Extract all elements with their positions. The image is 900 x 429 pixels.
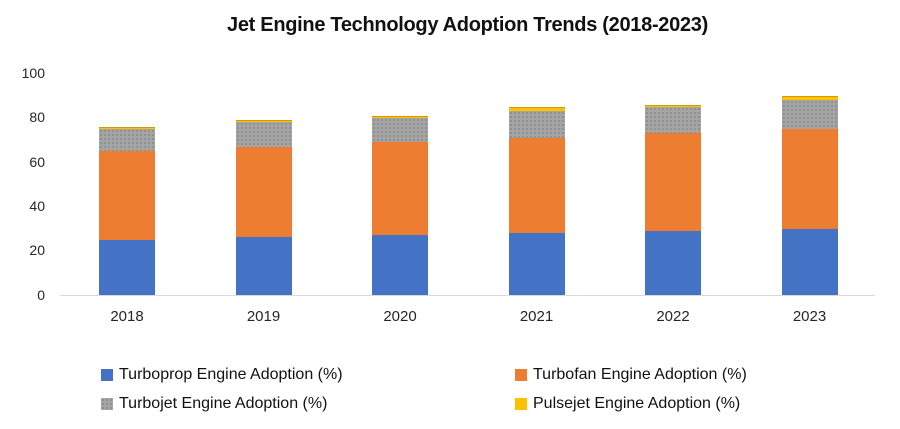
y-tick-label: 40 [29,197,45,214]
chart-title: Jet Engine Technology Adoption Trends (2… [227,14,708,36]
y-tick-label: 80 [29,109,45,126]
legend-item-turbojet: Turbojet Engine Adoption (%) [101,395,327,413]
bar-segment-turboprop [99,239,155,295]
legend-label: Turboprop Engine Adoption (%) [119,366,343,383]
bar-segment-pulsejet [99,126,155,129]
bar-2019 [235,120,292,295]
legend-label: Pulsejet Engine Adoption (%) [533,395,741,412]
bar-segment-pulsejet [508,106,565,112]
x-tick-label: 2020 [383,308,417,325]
bar-2018 [99,126,155,295]
y-tick-label: 20 [29,242,45,259]
bar-segment-turboprop [235,237,292,295]
bar-segment-pulsejet [645,104,701,107]
bar-2022 [645,104,701,295]
bar-segment-pulsejet [235,120,292,123]
legend-swatch-icon [515,398,527,410]
bar-segment-turbofan [372,142,428,236]
bar-2023 [781,95,838,295]
y-tick-label: 60 [29,153,45,170]
bar-segment-turboprop [645,230,701,295]
bar-segment-turbojet [235,122,292,147]
legend-item-turbofan: Turbofan Engine Adoption (%) [515,366,747,384]
x-tick-label: 2019 [246,308,281,325]
bar-segment-turbojet [99,128,155,152]
bar-segment-turbofan [645,133,701,231]
bar-segment-turbojet [781,100,838,129]
bar-segment-turbojet [508,111,565,138]
legend-item-turboprop: Turboprop Engine Adoption (%) [101,366,343,384]
y-tick-label: 100 [21,65,45,81]
bar-segment-pulsejet [781,95,838,101]
bar-segment-turbofan [781,128,838,229]
bar-segment-turboprop [508,232,565,295]
bar-segment-turbofan [235,146,292,238]
legend-label: Turbojet Engine Adoption (%) [119,395,328,412]
x-tick-label: 2023 [792,308,827,325]
bar-2020 [372,115,428,295]
legend-swatch-icon [515,369,527,381]
bar-segment-pulsejet [372,115,428,118]
y-tick-label: 0 [37,286,45,303]
x-tick-label: 2021 [519,308,554,325]
bar-2021 [508,106,565,295]
bar-segment-turboprop [781,228,838,295]
bar-segment-turboprop [372,235,428,295]
legend-swatch-icon [101,369,113,381]
legend-item-pulsejet: Pulsejet Engine Adoption (%) [515,395,740,413]
bar-segment-turbojet [372,117,428,143]
bar-segment-turbofan [508,137,565,233]
x-tick-label: 2018 [110,308,144,325]
bar-segment-turbojet [645,106,701,134]
plot-area [60,73,875,296]
legend-label: Turbofan Engine Adoption (%) [533,366,747,383]
legend-swatch-icon [101,398,113,410]
bar-segment-turbofan [99,151,155,240]
x-tick-label: 2022 [656,308,690,325]
